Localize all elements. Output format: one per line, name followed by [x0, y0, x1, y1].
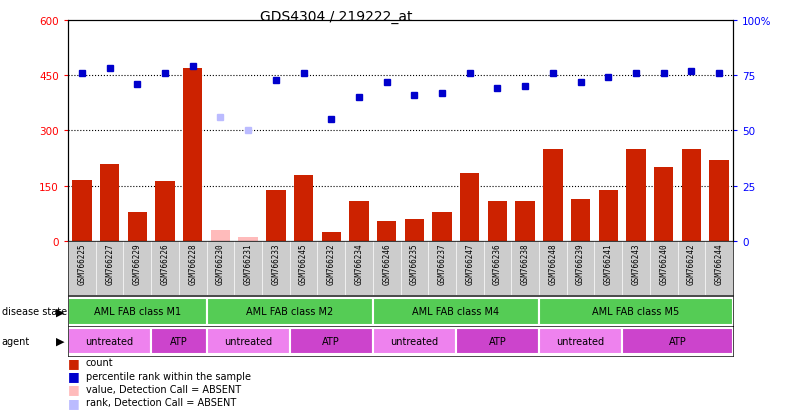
Text: GSM766230: GSM766230 — [216, 243, 225, 285]
Text: GSM766241: GSM766241 — [604, 243, 613, 285]
Text: agent: agent — [2, 336, 30, 346]
Text: GSM766245: GSM766245 — [299, 243, 308, 285]
Text: ■: ■ — [68, 382, 80, 396]
Text: count: count — [86, 358, 113, 368]
Text: untreated: untreated — [86, 336, 134, 346]
Bar — [488, 201, 507, 242]
Bar — [207, 328, 290, 354]
Bar — [543, 150, 562, 242]
Text: GSM766227: GSM766227 — [105, 243, 114, 285]
Bar — [539, 298, 733, 325]
Text: ATP: ATP — [669, 336, 686, 346]
Text: GSM766231: GSM766231 — [244, 243, 252, 285]
Bar — [68, 328, 151, 354]
Text: untreated: untreated — [390, 336, 438, 346]
Text: GSM766248: GSM766248 — [549, 243, 557, 285]
Text: GSM766240: GSM766240 — [659, 243, 668, 285]
Text: GSM766226: GSM766226 — [160, 243, 170, 285]
Bar — [349, 201, 368, 242]
Text: percentile rank within the sample: percentile rank within the sample — [86, 371, 251, 381]
Text: GSM766235: GSM766235 — [410, 243, 419, 285]
Bar — [372, 298, 539, 325]
Bar — [433, 212, 452, 242]
Text: ATP: ATP — [489, 336, 506, 346]
Bar — [239, 238, 258, 242]
Text: GDS4304 / 219222_at: GDS4304 / 219222_at — [260, 10, 413, 24]
Bar — [211, 230, 230, 242]
Text: AML FAB class M4: AML FAB class M4 — [413, 306, 500, 316]
Text: GSM766236: GSM766236 — [493, 243, 502, 285]
Text: GSM766225: GSM766225 — [78, 243, 87, 285]
Bar — [207, 298, 372, 325]
Text: AML FAB class M2: AML FAB class M2 — [246, 306, 333, 316]
Bar — [321, 233, 341, 242]
Text: value, Detection Call = ABSENT: value, Detection Call = ABSENT — [86, 384, 241, 394]
Bar — [654, 168, 674, 242]
Text: ATP: ATP — [322, 336, 340, 346]
Bar — [183, 69, 203, 242]
Text: GSM766243: GSM766243 — [631, 243, 641, 285]
Bar — [68, 298, 207, 325]
Text: GSM766233: GSM766233 — [272, 243, 280, 285]
Text: GSM766246: GSM766246 — [382, 243, 391, 285]
Bar — [710, 161, 729, 242]
Bar — [405, 220, 424, 242]
Bar — [266, 190, 285, 242]
Text: disease state: disease state — [2, 306, 66, 316]
Text: GSM766232: GSM766232 — [327, 243, 336, 285]
Text: ▶: ▶ — [55, 306, 64, 316]
Bar — [72, 181, 91, 242]
Text: GSM766228: GSM766228 — [188, 243, 197, 285]
Text: GSM766244: GSM766244 — [714, 243, 723, 285]
Text: GSM766238: GSM766238 — [521, 243, 529, 285]
Bar — [682, 150, 701, 242]
Text: ATP: ATP — [170, 336, 187, 346]
Bar — [151, 328, 207, 354]
Text: ■: ■ — [68, 356, 80, 369]
Bar — [626, 150, 646, 242]
Bar — [100, 164, 119, 242]
Text: GSM766234: GSM766234 — [355, 243, 364, 285]
Bar — [372, 328, 456, 354]
Text: GSM766229: GSM766229 — [133, 243, 142, 285]
Bar — [539, 328, 622, 354]
Text: untreated: untreated — [557, 336, 605, 346]
Bar — [598, 190, 618, 242]
Bar — [155, 182, 175, 242]
Bar — [456, 328, 539, 354]
Bar — [622, 328, 733, 354]
Text: GSM766239: GSM766239 — [576, 243, 585, 285]
Bar — [460, 173, 480, 242]
Text: rank, Detection Call = ABSENT: rank, Detection Call = ABSENT — [86, 397, 236, 407]
Text: ■: ■ — [68, 396, 80, 409]
Text: ▶: ▶ — [55, 336, 64, 346]
Bar — [571, 199, 590, 242]
Bar — [290, 328, 372, 354]
Text: GSM766247: GSM766247 — [465, 243, 474, 285]
Text: untreated: untreated — [224, 336, 272, 346]
Text: GSM766242: GSM766242 — [687, 243, 696, 285]
Bar — [516, 201, 535, 242]
Bar — [127, 212, 147, 242]
Text: GSM766237: GSM766237 — [437, 243, 446, 285]
Text: AML FAB class M5: AML FAB class M5 — [592, 306, 679, 316]
Text: AML FAB class M1: AML FAB class M1 — [94, 306, 181, 316]
Bar — [294, 175, 313, 242]
Text: ■: ■ — [68, 369, 80, 382]
Bar — [377, 221, 396, 242]
